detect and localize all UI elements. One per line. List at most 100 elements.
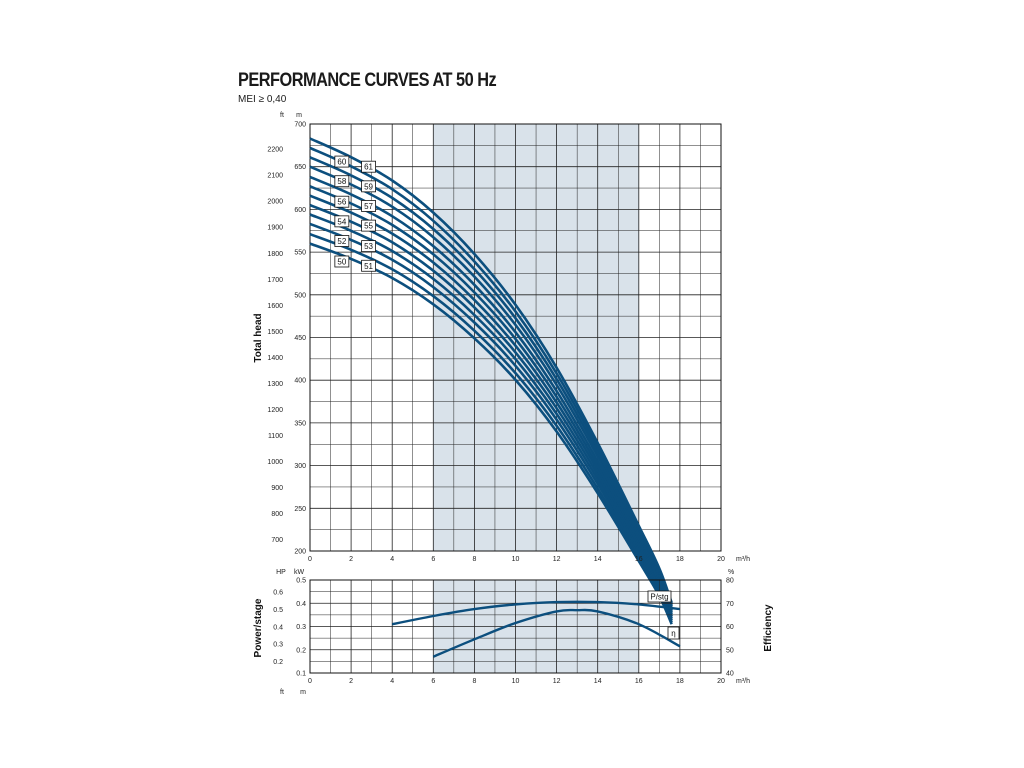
y-tick-label-ft: 700 (271, 537, 283, 544)
stage-label-57: 57 (361, 200, 376, 212)
x-tick-label: 4 (390, 556, 394, 563)
y-tick-label-hp: 0.3 (273, 642, 283, 649)
efficiency-label-box (667, 626, 680, 640)
y-tick-label-ft: 900 (271, 485, 283, 492)
head-curve-61 (309, 137, 673, 604)
stage-label-box (361, 160, 376, 173)
y-tick-label-pct: 80 (726, 578, 734, 585)
stage-label-box (361, 240, 376, 253)
stage-label-text: 57 (364, 202, 373, 211)
x-axis-unit: m³/h (736, 556, 750, 563)
y-tick-label-kw: 0.5 (296, 578, 306, 585)
head-curve-54 (309, 203, 673, 617)
x-tick-label: 2 (349, 678, 353, 685)
x-tick-label: 6 (431, 678, 435, 685)
head-curve-60 (309, 146, 673, 606)
head-chart: 60 61 58 59 56 57 54 55 52 53 50 51 0 2 4 6 8 10 12 14 16 18 2… (253, 112, 750, 625)
x-tick-label: 0 (308, 678, 312, 685)
stage-label-text: 60 (337, 158, 346, 167)
y-tick-label-ft: 1200 (267, 407, 283, 414)
y-tick-label-m: 600 (294, 207, 306, 214)
y-tick-label-m: 250 (294, 506, 306, 513)
y-tick-label-ft: 1500 (267, 329, 283, 336)
stage-label-text: 54 (337, 217, 346, 226)
stage-label-box (334, 195, 350, 208)
bottom-unit-m: m (300, 689, 306, 696)
x-tick-label: 12 (553, 556, 561, 563)
stage-label-52: 52 (334, 235, 350, 247)
stage-label-55: 55 (361, 219, 376, 232)
power-label-box (647, 590, 672, 603)
y-tick-label-pct: 50 (726, 647, 734, 654)
y-tick-label-ft: 1900 (267, 225, 283, 232)
head-curve-50 (309, 242, 673, 625)
chart-subtitle: MEI ≥ 0,40 (238, 94, 287, 105)
stage-label-text: 52 (337, 237, 346, 246)
x-axis-unit: m³/h (736, 678, 750, 685)
y-tick-label-hp: 0.5 (273, 607, 283, 614)
y-tick-label-kw: 0.3 (296, 624, 306, 631)
stage-label-text: 51 (364, 262, 373, 271)
stage-label-60: 60 (334, 155, 350, 168)
y-tick-label-m: 400 (294, 378, 306, 385)
plot-frame (309, 579, 722, 674)
y-tick-label-pct: 40 (726, 671, 734, 678)
y-tick-label-ft: 1000 (267, 459, 283, 466)
stage-label-box (334, 235, 350, 247)
x-tick-label: 18 (676, 556, 684, 563)
x-tick-label: 6 (431, 556, 435, 563)
x-tick-label: 8 (472, 556, 476, 563)
stage-label-box (334, 175, 350, 188)
y-tick-label-m: 650 (294, 164, 306, 171)
x-tick-label: 12 (553, 678, 561, 685)
y-tick-label-pct: 70 (726, 601, 734, 608)
head-curve-51 (309, 232, 673, 623)
x-tick-label: 16 (635, 556, 643, 563)
y-tick-label-ft: 1400 (267, 355, 283, 362)
y-tick-label-ft: 1800 (267, 251, 283, 258)
head-curve-55 (309, 194, 673, 615)
efficiency-curve (432, 608, 681, 658)
efficiency-label-text: η (671, 629, 675, 638)
head-curve-59 (309, 156, 673, 608)
x-tick-label: 10 (512, 556, 520, 563)
stage-label-51: 51 (361, 259, 376, 272)
stage-label-text: 56 (337, 198, 346, 207)
stage-label-58: 58 (334, 175, 350, 188)
chart-title: PERFORMANCE CURVES AT 50 Hz (238, 70, 497, 91)
y-tick-label-kw: 0.4 (296, 601, 306, 608)
y-tick-label-ft: 1600 (267, 303, 283, 310)
y-tick-label-ft: 2000 (267, 199, 283, 206)
y-unit-ft: ft (280, 112, 284, 119)
x-tick-label: 18 (676, 678, 684, 685)
stage-label-box (361, 219, 376, 232)
stage-label-50: 50 (334, 255, 350, 268)
stage-label-text: 58 (337, 177, 346, 186)
x-tick-label: 10 (512, 678, 520, 685)
power-curve-label: P/stg (647, 590, 672, 603)
y-tick-label-m: 300 (294, 463, 306, 470)
y-tick-label-kw: 0.1 (296, 671, 306, 678)
power-efficiency-chart: P/stg η 0 2 4 6 8 10 12 14 16 18 20 m³/h 0.1 0.2 0.3 0.4 0… (253, 569, 774, 696)
x-tick-label: 4 (390, 678, 394, 685)
y-tick-label-m: 350 (294, 420, 306, 427)
efficiency-curve-label: η (667, 626, 680, 640)
stage-label-54: 54 (334, 215, 350, 228)
head-curve-53 (309, 213, 673, 619)
y-tick-label-hp: 0.4 (273, 624, 283, 631)
x-tick-label: 20 (717, 556, 725, 563)
head-curve-56 (309, 185, 673, 614)
stage-label-box (334, 255, 350, 268)
y-tick-label-ft: 1100 (268, 433, 283, 440)
stage-label-61: 61 (361, 160, 376, 173)
plot-frame (309, 123, 722, 552)
x-tick-label: 20 (717, 678, 725, 685)
y-tick-label-m: 500 (294, 292, 306, 299)
efficiency-axis-title: Efficiency (763, 604, 774, 652)
stage-label-text: 61 (364, 163, 373, 172)
stage-label-box (334, 155, 350, 168)
power-axis-title: Power/stage (253, 598, 264, 657)
stage-label-box (361, 180, 376, 193)
stage-label-text: 53 (364, 242, 373, 251)
